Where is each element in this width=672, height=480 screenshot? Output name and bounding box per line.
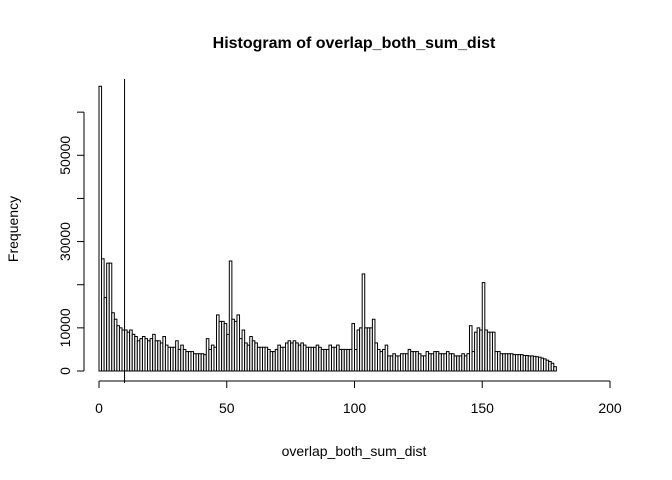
histogram-bar [481, 282, 486, 372]
histogram-bar [361, 273, 366, 372]
y-tick-label: 0 [57, 367, 73, 375]
y-tick-label: 50000 [57, 136, 73, 175]
histogram-bar [351, 323, 356, 372]
x-tick-label: 200 [598, 400, 622, 416]
y-axis-label: Frequency [5, 196, 21, 262]
y-axis: 0 10000 30000 50000 [57, 111, 85, 375]
histogram-bar [468, 325, 473, 372]
y-tick-label: 30000 [57, 222, 73, 261]
x-axis: 0 50 100 150 200 [95, 380, 622, 416]
x-tick-label: 100 [343, 400, 367, 416]
chart-title: Histogram of overlap_both_sum_dist [213, 35, 496, 52]
y-tick-label: 10000 [57, 308, 73, 347]
histogram-bar [553, 366, 557, 372]
x-tick-label: 50 [219, 400, 235, 416]
bars-group [98, 85, 557, 372]
x-tick-label: 150 [471, 400, 495, 416]
histogram-bar [228, 260, 233, 372]
x-axis-label: overlap_both_sum_dist [282, 443, 427, 459]
x-tick-label: 0 [95, 400, 103, 416]
histogram-bar [98, 85, 103, 372]
